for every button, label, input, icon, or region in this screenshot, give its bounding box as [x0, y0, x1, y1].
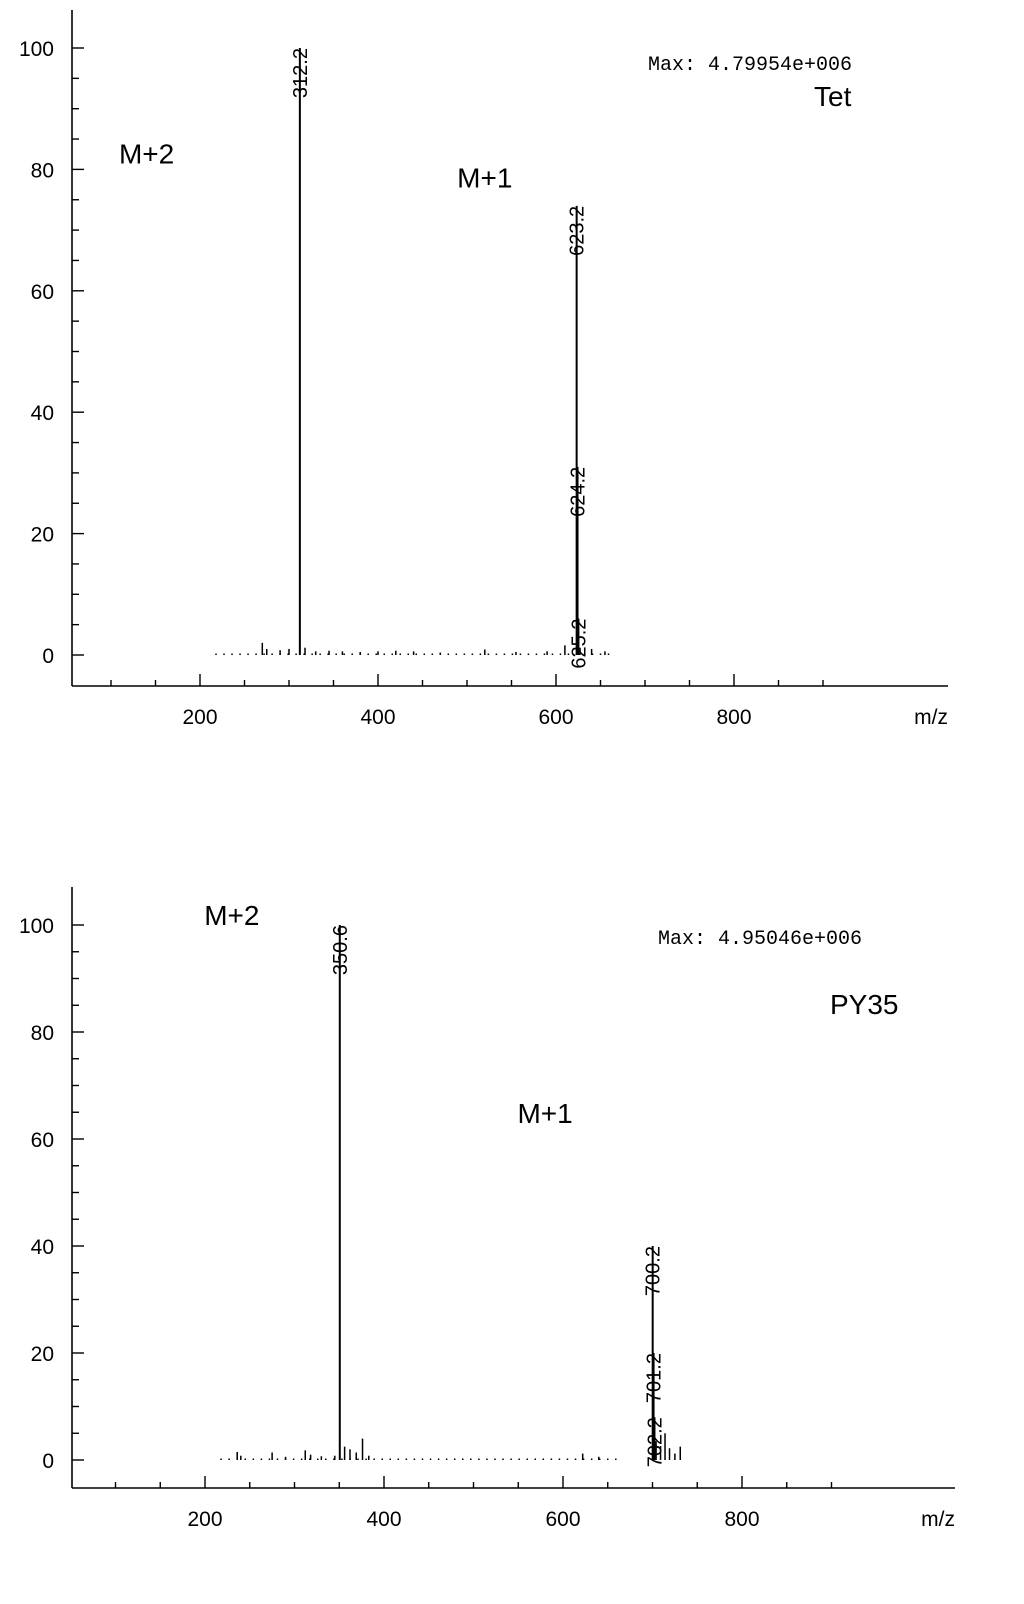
x-tick-label: 400 [360, 706, 395, 729]
y-tick-label: 100 [19, 915, 54, 938]
compound-label: PY35 [830, 989, 899, 1020]
y-tick-label: 0 [42, 645, 54, 668]
y-tick-label: 60 [31, 281, 54, 304]
y-tick-label: 20 [31, 1343, 54, 1366]
peak-label: 701.2 [644, 1353, 666, 1403]
compound-label: Tet [814, 81, 852, 112]
peak-label: 624.2 [568, 467, 590, 517]
y-tick-label: 0 [42, 1450, 54, 1473]
x-tick-label: 800 [724, 1508, 759, 1531]
spectrum-panel-py35: 0 20 40 60 80 100 200 400 600 800 m/z 350.6 700.2 701… [19, 887, 955, 1531]
y-tick-label: 40 [31, 402, 54, 425]
peak-label: 700.2 [643, 1246, 665, 1296]
x-axis-label: m/z [921, 1508, 955, 1531]
ion-annotation: M+2 [119, 138, 174, 169]
peak-label: 623.2 [567, 206, 589, 256]
y-tick-label: 100 [19, 38, 54, 61]
peak-label: 702.2 [644, 1417, 666, 1467]
y-tick-label: 60 [31, 1129, 54, 1152]
max-intensity-label: Max: 4.79954e+006 [648, 54, 852, 77]
peak-label: 350.6 [330, 925, 352, 975]
x-tick-label: 600 [538, 706, 573, 729]
peak-label: 312.2 [290, 48, 312, 98]
y-tick-label: 80 [31, 159, 54, 182]
y-tick-label: 40 [31, 1236, 54, 1259]
y-tick-label: 80 [31, 1022, 54, 1045]
ion-annotation: M+2 [204, 900, 259, 931]
x-tick-label: 600 [545, 1508, 580, 1531]
ion-annotation: M+1 [517, 1098, 572, 1129]
x-axis-label: m/z [914, 706, 948, 729]
x-tick-label: 800 [716, 706, 751, 729]
ion-annotation: M+1 [457, 163, 512, 194]
max-intensity-label: Max: 4.95046e+006 [658, 928, 862, 951]
y-tick-label: 20 [31, 524, 54, 547]
x-tick-label: 400 [366, 1508, 401, 1531]
x-tick-label: 200 [187, 1508, 222, 1531]
x-tick-label: 200 [182, 706, 217, 729]
spectrum-panel-tet: 0 20 40 60 80 100 200 400 600 800 m/z 312.2 623.2 624… [19, 10, 948, 729]
peak-label: 625.2 [568, 619, 590, 669]
